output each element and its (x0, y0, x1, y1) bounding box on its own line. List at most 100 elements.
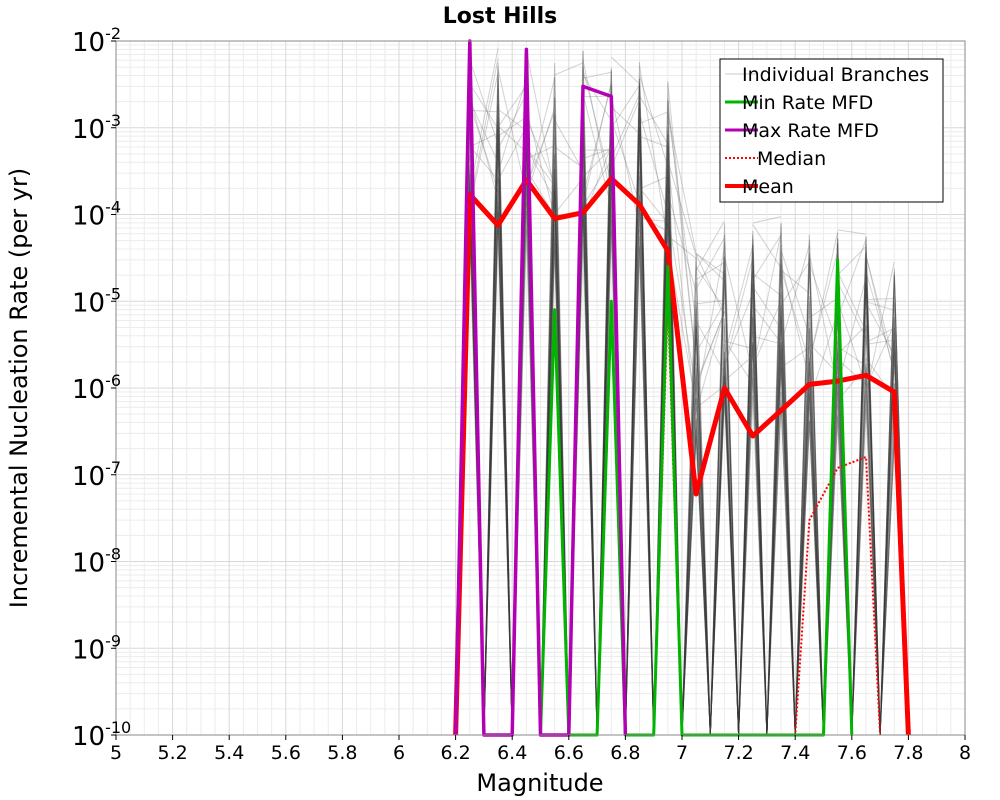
branch-line (752, 286, 782, 330)
branch-line (681, 419, 711, 736)
branch-line (794, 234, 824, 736)
branch-line (639, 187, 669, 224)
branch-line (483, 75, 513, 736)
branch-line (483, 124, 513, 736)
branch-line (723, 245, 754, 356)
branch-line (525, 109, 556, 216)
branch-line (540, 153, 570, 736)
branch-line (738, 265, 768, 736)
branch-line (610, 84, 640, 129)
branch-line (709, 223, 740, 736)
branch-line (582, 84, 612, 197)
branch-line (483, 126, 513, 736)
branch-line (624, 107, 655, 736)
branch-line (469, 145, 499, 181)
branch-line (483, 77, 513, 736)
branch-line (709, 382, 740, 736)
branch-line (766, 351, 796, 736)
branch-line (582, 160, 612, 207)
branch-line (851, 253, 881, 736)
branch-line (738, 395, 768, 736)
branch-line (639, 136, 669, 148)
branch-line (766, 391, 796, 736)
branch-line (794, 259, 824, 736)
branch-line (540, 96, 570, 736)
y-axis-ticks: 10-10 10-9 10-8 10-7 10-6 10-5 10-4 10-3 10-2 (72, 24, 131, 752)
branch-line (483, 141, 513, 736)
branch-line (794, 295, 824, 736)
branch-line (738, 288, 768, 736)
y-tick-label: 10-5 (72, 284, 121, 318)
branch-line (483, 121, 513, 736)
branch-line (667, 114, 697, 254)
branch-line (540, 136, 570, 736)
branch-line (695, 247, 725, 403)
branch-line (695, 311, 725, 412)
branch-line (681, 325, 711, 736)
branch-line (837, 282, 867, 339)
branch-line (639, 113, 669, 214)
branch-line (695, 310, 725, 387)
branch-line (738, 344, 768, 736)
branch-line (709, 318, 740, 736)
branch-line (624, 103, 655, 736)
branch-line (766, 345, 796, 736)
branch-line (483, 105, 513, 736)
branch-line (837, 324, 867, 355)
legend-label: Median (757, 148, 826, 170)
branch-line (738, 377, 768, 736)
branch-line (525, 111, 556, 187)
branch-line (851, 283, 881, 736)
branch-line (681, 398, 711, 736)
legend-label: Min Rate MFD (742, 92, 873, 114)
branch-line (540, 154, 570, 736)
branch-line (469, 100, 499, 163)
branch-line (681, 398, 711, 736)
branch-line (738, 269, 768, 736)
branch-line (639, 75, 669, 167)
branch-line (681, 420, 711, 736)
branch-line (766, 342, 796, 736)
branch-line (837, 246, 867, 276)
branch-line (794, 361, 824, 736)
branch-line (709, 241, 740, 736)
branch-line (851, 358, 881, 736)
branch-line (709, 352, 740, 736)
branch-line (667, 110, 697, 323)
branch-line (483, 201, 513, 736)
branch-line (582, 59, 612, 198)
branch-line (851, 326, 881, 736)
branch-line (766, 315, 796, 736)
branch-line (738, 252, 768, 736)
branch-line (540, 62, 570, 736)
branch-line (724, 340, 753, 350)
branch-line (681, 325, 711, 736)
branch-line (851, 236, 881, 736)
branch-line (483, 188, 513, 736)
branch-line (837, 358, 867, 386)
branch-line (794, 256, 824, 736)
branch-line (653, 101, 683, 736)
branch-line (709, 269, 740, 736)
branch-line (709, 366, 740, 736)
y-tick-label: 10-8 (72, 545, 121, 579)
branch-line (624, 134, 655, 736)
y-tick-label: 10-4 (72, 198, 121, 232)
branch-line (794, 396, 824, 736)
branch-line (738, 314, 768, 736)
x-tick-label: 6.4 (497, 742, 527, 764)
x-tick-label: 7.2 (723, 742, 753, 764)
legend-label: Individual Branches (742, 64, 929, 86)
branch-line (851, 259, 881, 736)
branch-line (681, 305, 711, 736)
branch-line (469, 59, 499, 145)
branch-line (624, 83, 655, 736)
branch-line (837, 271, 867, 332)
x-tick-label: 6.6 (554, 742, 584, 764)
x-tick-label: 5.8 (327, 742, 357, 764)
branch-line (681, 427, 711, 736)
branch-line (794, 328, 824, 736)
branch-line (497, 108, 527, 132)
branch-line (851, 287, 881, 736)
